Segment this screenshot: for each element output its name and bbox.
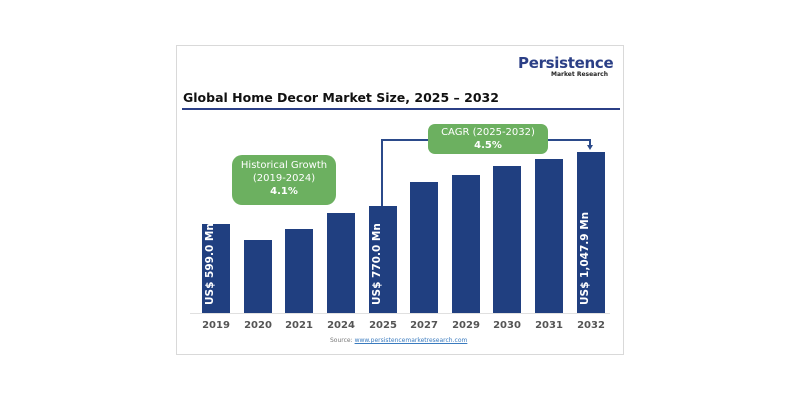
cagr-value: 4.5% (474, 140, 502, 151)
arrow-down-icon (587, 145, 593, 150)
bar-2032: US$ 1,047.9 Mn (577, 152, 605, 313)
x-axis (190, 313, 610, 314)
x-tick-2029: 2029 (452, 320, 480, 331)
bar-value-label: US$ 599.0 Mn (204, 223, 216, 305)
source-note: Source: www.persistencemarketresearch.co… (330, 337, 467, 344)
cagr-connector-left-horizontal (381, 139, 429, 141)
bar-2031 (535, 159, 563, 313)
bar-2021 (285, 229, 313, 313)
historical-growth-period: (2019-2024) (252, 173, 316, 184)
cagr-callout: CAGR (2025-2032) 4.5% (428, 124, 548, 154)
x-tick-2019: 2019 (202, 320, 230, 331)
cagr-connector-right-horizontal (547, 139, 591, 141)
bar-2029 (452, 175, 480, 313)
x-tick-2031: 2031 (535, 320, 563, 331)
cagr-connector-right-vertical (589, 139, 591, 146)
logo-subtitle: Market Research (551, 71, 608, 78)
historical-growth-value: 4.1% (270, 186, 298, 197)
bar-2027 (410, 182, 438, 313)
bar-value-label: US$ 1,047.9 Mn (579, 211, 591, 305)
bar-2019: US$ 599.0 Mn (202, 223, 230, 313)
bar-2024 (327, 213, 355, 313)
historical-growth-title: Historical Growth (240, 160, 328, 171)
bar-2020 (244, 240, 272, 313)
x-tick-2021: 2021 (285, 320, 313, 331)
x-tick-2030: 2030 (493, 320, 521, 331)
title-divider (182, 108, 620, 110)
source-link[interactable]: www.persistencemarketresearch.com (354, 337, 468, 344)
logo: Persistence Market Research (518, 54, 614, 78)
x-tick-2024: 2024 (327, 320, 355, 331)
x-tick-2020: 2020 (244, 320, 272, 331)
source-label: Source: (330, 337, 353, 344)
cagr-connector-left-vertical (381, 139, 383, 206)
bar-2030 (493, 166, 521, 313)
x-tick-2025: 2025 (369, 320, 397, 331)
cagr-title: CAGR (2025-2032) (441, 127, 535, 138)
bar-2025: US$ 770.0 Mn (369, 206, 397, 313)
bar-value-label: US$ 770.0 Mn (371, 223, 383, 305)
logo-brand: Persistence (518, 54, 614, 72)
x-tick-2027: 2027 (410, 320, 438, 331)
x-tick-2032: 2032 (577, 320, 605, 331)
historical-growth-callout: Historical Growth (2019-2024) 4.1% (232, 155, 336, 205)
chart-title: Global Home Decor Market Size, 2025 – 20… (183, 90, 499, 105)
